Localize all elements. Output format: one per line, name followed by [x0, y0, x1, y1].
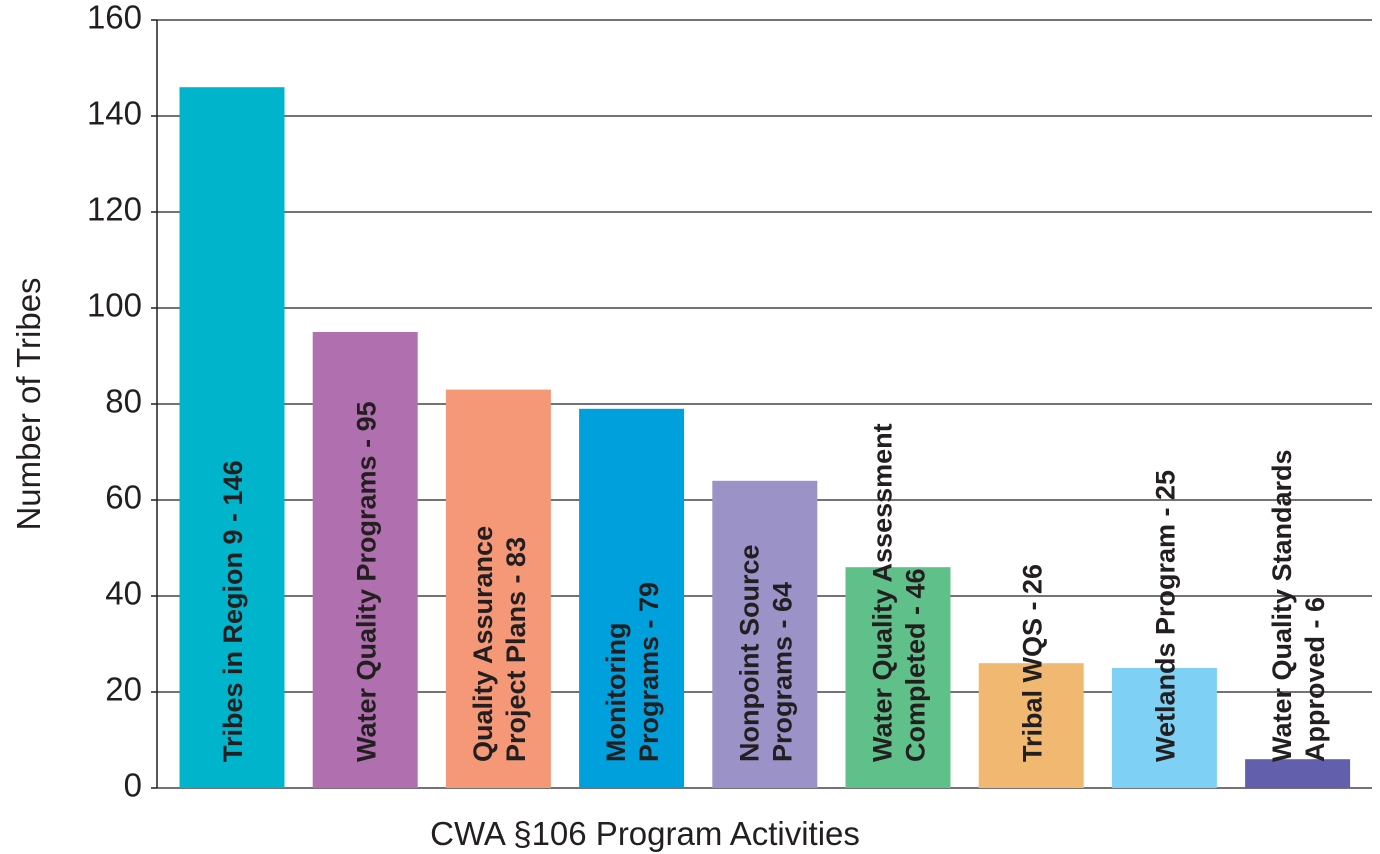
y-tick-label: 60: [105, 479, 142, 516]
bar: [1245, 759, 1351, 788]
y-tick-label: 160: [87, 0, 142, 36]
bar-label: Water Quality Programs - 95: [351, 401, 381, 762]
y-tick-label: 100: [87, 287, 142, 324]
bar-label: Water Quality Standards: [1267, 449, 1297, 762]
bar-label: Wetlands Program - 25: [1151, 470, 1181, 762]
bar: [978, 663, 1084, 788]
bar-label: Quality Assurance: [468, 526, 498, 762]
bar-label: Project Plans - 83: [501, 537, 531, 762]
y-tick-label: 80: [105, 383, 142, 420]
y-tick-label: 40: [105, 575, 142, 612]
bar-label: Programs - 64: [767, 582, 797, 762]
bar-label: Completed - 46: [901, 568, 931, 762]
y-tick-label: 0: [124, 767, 142, 804]
bar: [712, 480, 818, 788]
x-axis-title: CWA §106 Program Activities: [430, 815, 860, 852]
y-tick-label: 20: [105, 671, 142, 708]
y-tick-label: 140: [87, 95, 142, 132]
bar-label: Tribal WQS - 26: [1017, 564, 1047, 762]
bar: [845, 567, 951, 788]
bar-label: Approved - 6: [1300, 597, 1330, 762]
bar: [579, 408, 685, 788]
bar: [312, 332, 418, 788]
bar-label: Programs - 79: [634, 582, 664, 762]
bar: [445, 389, 551, 788]
bar-label: Water Quality Assessment: [868, 423, 898, 762]
y-tick-label: 120: [87, 191, 142, 228]
bar-label: Monitoring: [601, 623, 631, 762]
bar-label: Nonpoint Source: [734, 545, 764, 763]
bar: [179, 87, 285, 788]
y-axis-title: Number of Tribes: [10, 277, 47, 530]
bar-label: Tribes in Region 9 - 146: [218, 460, 248, 762]
bar: [1111, 668, 1217, 788]
